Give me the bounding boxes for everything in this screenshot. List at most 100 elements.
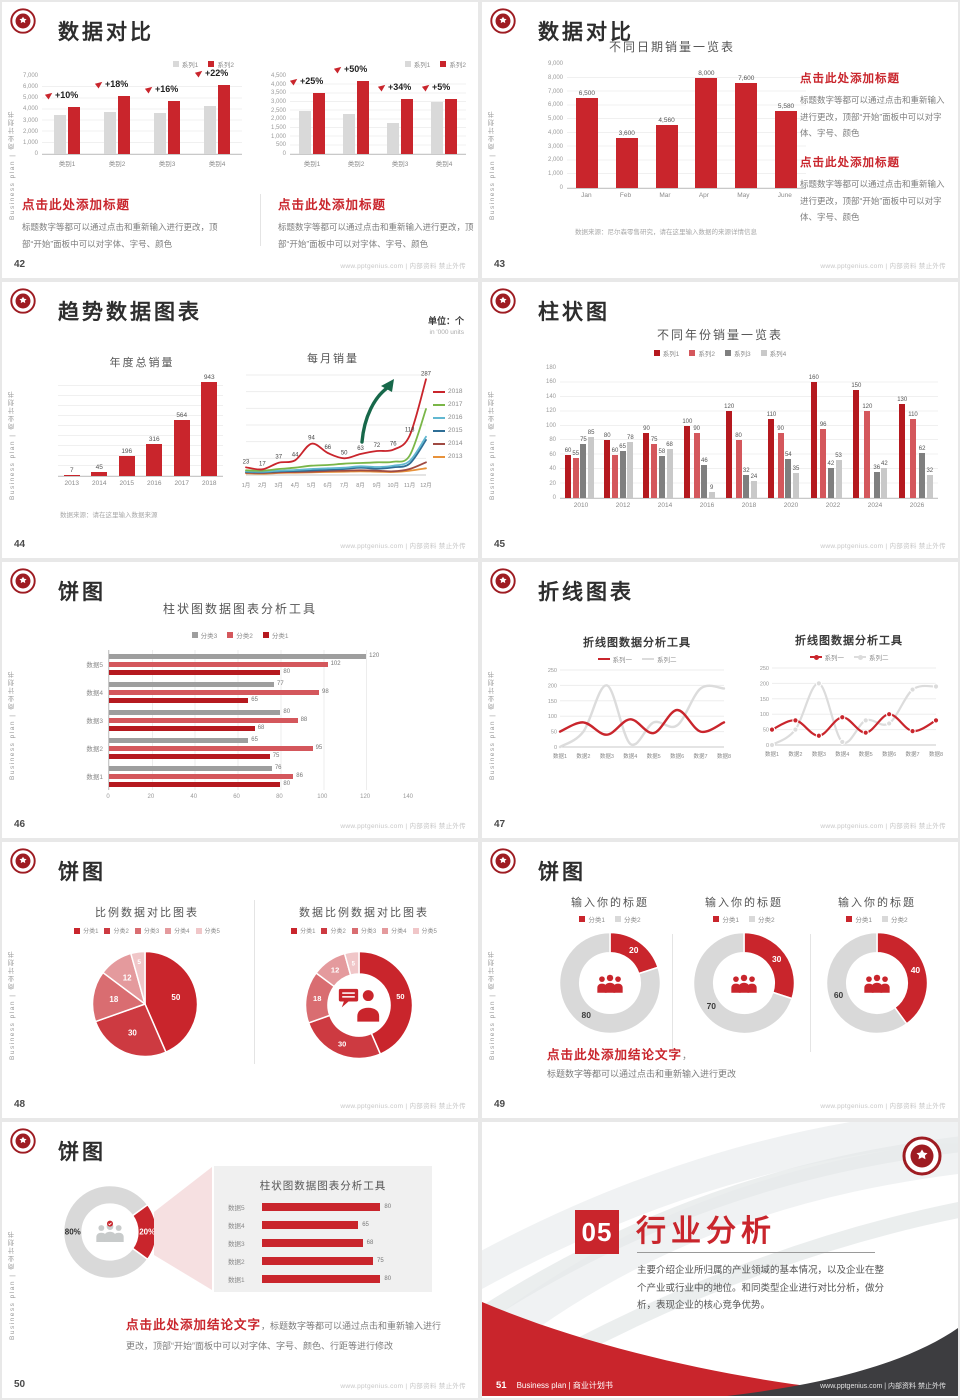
svg-text:287: 287 — [421, 371, 432, 377]
chart-title: 折线图数据分析工具 — [795, 635, 903, 647]
slide-49[interactable]: Business plan | 商业计划书 饼图 输入你的标题 分类1 分类2 2… — [482, 842, 958, 1118]
svg-text:数据8: 数据8 — [717, 752, 731, 760]
conclusion-block: 点击此处添加结论文字，标题数字等都可以通过点击和重新输入进行 — [126, 1314, 456, 1334]
data-source-note: 数据来源：尼尔森零售研究，请在这里输入数据的来源详情信息 — [575, 229, 757, 236]
text-block: 点击此处添加标题 标题数字等都可以通过点击和重新输入进行更改，顶部“开始”面板中… — [278, 194, 478, 252]
section-title: 行业分析 — [636, 1215, 776, 1248]
chart-title: 柱状图数据图表分析工具 — [162, 602, 317, 616]
svg-text:50: 50 — [551, 730, 557, 736]
donut-chart: 20 80 — [558, 931, 662, 1040]
svg-text:40: 40 — [911, 965, 921, 975]
svg-text:30: 30 — [128, 1028, 137, 1037]
slide-48[interactable]: Business plan | 商业计划书 饼图 比例数据对比图表 分类1 分类2… — [2, 842, 478, 1118]
svg-text:18: 18 — [313, 994, 321, 1003]
svg-text:数据3: 数据3 — [600, 752, 614, 760]
chart-legend: 分类1 分类2 — [694, 914, 794, 924]
svg-text:数据7: 数据7 — [694, 752, 708, 760]
svg-text:数据6: 数据6 — [882, 750, 896, 758]
side-label: Business plan | 商业计划书 — [9, 950, 16, 1060]
grouped-bar-chart: 4,500 4,000 3,500 3,000 2,500 2,000 1,500 1,000… — [264, 64, 466, 168]
brand-logo-icon — [902, 1136, 942, 1176]
brand-logo-icon — [10, 568, 36, 594]
grouped-bar-chart: 7,000 6,000 5,000 4,000 3,000 2,000 1,000 0 +10%… — [16, 68, 242, 168]
svg-text:50: 50 — [341, 450, 348, 456]
svg-text:数据5: 数据5 — [859, 750, 873, 758]
page-title: 饼图 — [58, 1141, 106, 1164]
page-title: 数据对比 — [538, 21, 634, 44]
page-number: 45 — [494, 539, 506, 550]
svg-text:80: 80 — [582, 1010, 592, 1020]
svg-text:12: 12 — [123, 974, 132, 983]
chart-legend: 系列一 系列二 — [572, 654, 702, 664]
svg-text:12月: 12月 — [420, 482, 432, 489]
placeholder-body: 标题数字等都可以通过点击和重新输入进行更改，顶部“开始”面板中可以对字体、字号、… — [22, 222, 218, 249]
conclusion-block: 点击此处添加结论文字， — [547, 1044, 692, 1064]
svg-text:18: 18 — [109, 995, 118, 1004]
svg-text:17: 17 — [259, 461, 266, 467]
page-number: 49 — [494, 1099, 506, 1110]
chart-title: 输入你的标题 — [838, 897, 916, 909]
svg-text:60: 60 — [834, 990, 844, 1000]
svg-text:200: 200 — [760, 681, 769, 687]
side-label: Business plan | 商业计划书 — [9, 670, 16, 780]
svg-text:1月: 1月 — [242, 482, 251, 489]
svg-text:数据1: 数据1 — [553, 752, 567, 760]
svg-text:72: 72 — [374, 443, 381, 449]
divider — [810, 934, 811, 1052]
chart-title: 每月销量 — [307, 353, 359, 365]
slide-44[interactable]: Business plan | 商业计划书 趋势数据图表 单位：个 in '00… — [2, 282, 478, 558]
svg-text:20%: 20% — [139, 1228, 155, 1237]
page-number: 47 — [494, 819, 506, 830]
divider — [260, 194, 261, 246]
svg-text:6月: 6月 — [324, 482, 333, 489]
slide-50[interactable]: Business plan | 商业计划书 饼图 20% 80% 柱状图数据图表分… — [2, 1122, 478, 1398]
svg-text:数据2: 数据2 — [788, 750, 802, 758]
slide-51[interactable]: 05 行业分析 主要介绍企业所归属的产业领域的基本情况，以及企业在整个产业或行业… — [482, 1122, 958, 1398]
svg-text:63: 63 — [357, 446, 364, 452]
slide-footer: www.pptgenius.com | 内部资料 禁止外传 — [820, 1383, 946, 1390]
svg-text:50: 50 — [171, 993, 180, 1002]
svg-text:30: 30 — [338, 1039, 346, 1048]
donut-chart: 20% 80% — [62, 1184, 158, 1285]
placeholder-body: 标题数字等都可以通过点击和重新输入进行更改，顶部“开始”面板中可以对字体、字号、… — [278, 222, 474, 249]
chart-title: 输入你的标题 — [571, 897, 649, 909]
slide-47[interactable]: Business plan | 商业计划书 折线图表 折线图数据分析工具 系列一… — [482, 562, 958, 838]
chart-legend: 系列1 系列2 系列3 系列4 — [600, 348, 840, 358]
brand-logo-icon — [10, 1128, 36, 1154]
svg-text:76: 76 — [390, 442, 397, 448]
page-number: 44 — [14, 539, 26, 550]
slide-46[interactable]: Business plan | 商业计划书 饼图 柱状图数据图表分析工具 分类3… — [2, 562, 478, 838]
page-number: 50 — [14, 1379, 26, 1390]
placeholder-heading: 点击此处添加标题 — [800, 73, 900, 85]
svg-text:66: 66 — [324, 445, 331, 451]
page-title: 饼图 — [538, 861, 586, 884]
slide-45[interactable]: Business plan | 商业计划书 柱状图 不同年份销量一览表 系列1 系… — [482, 282, 958, 558]
divider — [672, 934, 673, 1052]
section-body: 主要介绍企业所归属的产业领域的基本情况，以及企业在整个产业或行业中的地位。和同类… — [637, 1265, 885, 1312]
svg-text:100: 100 — [548, 714, 557, 720]
svg-text:70: 70 — [707, 1001, 717, 1011]
unit-label-cn: 单位：个 — [427, 316, 464, 326]
brand-logo-icon — [490, 568, 516, 594]
side-label: Business plan | 商业计划书 — [489, 110, 496, 220]
line-chart: 0 50 100 150 200 250 数据1 数据2 数据3 数据4 数据5 数据6 数据7 数据8 — [750, 664, 943, 765]
svg-text:94: 94 — [308, 436, 315, 442]
svg-text:37: 37 — [275, 455, 282, 461]
person-speech-icon — [338, 986, 380, 1022]
slide-42[interactable]: Business plan | 商业计划书 数据对比 系列1 系列2 系列1 系列2… — [2, 2, 478, 278]
conclusion-body-2: 更改，顶部“开始”面板中可以对字体、字号、颜色、行距等进行修改 — [126, 1341, 393, 1351]
svg-text:数据8: 数据8 — [929, 750, 943, 758]
svg-text:0: 0 — [766, 743, 769, 749]
slide-footer: www.pptgenius.com | 内部资料 禁止外传 — [820, 823, 946, 830]
svg-text:20: 20 — [629, 945, 639, 955]
chart-legend: 分类1 分类2 分类3 分类4 分类5 — [270, 926, 458, 935]
chart-title: 柱状图数据图表分析工具 — [259, 1180, 387, 1192]
slide-43[interactable]: Business plan | 商业计划书 数据对比 不同日期销量一览表 9,0… — [482, 2, 958, 278]
conclusion-heading: 点击此处添加结论文字 — [547, 1048, 683, 1062]
svg-text:数据7: 数据7 — [906, 750, 920, 758]
funnel-callout-shape — [154, 1167, 212, 1290]
chart-legend: 2018 2017 2016 2015 2014 2013 — [433, 388, 462, 460]
chart-title: 比例数据对比图表 — [95, 907, 199, 919]
trend-arrow-icon — [354, 378, 402, 451]
page-number: 48 — [14, 1099, 26, 1110]
